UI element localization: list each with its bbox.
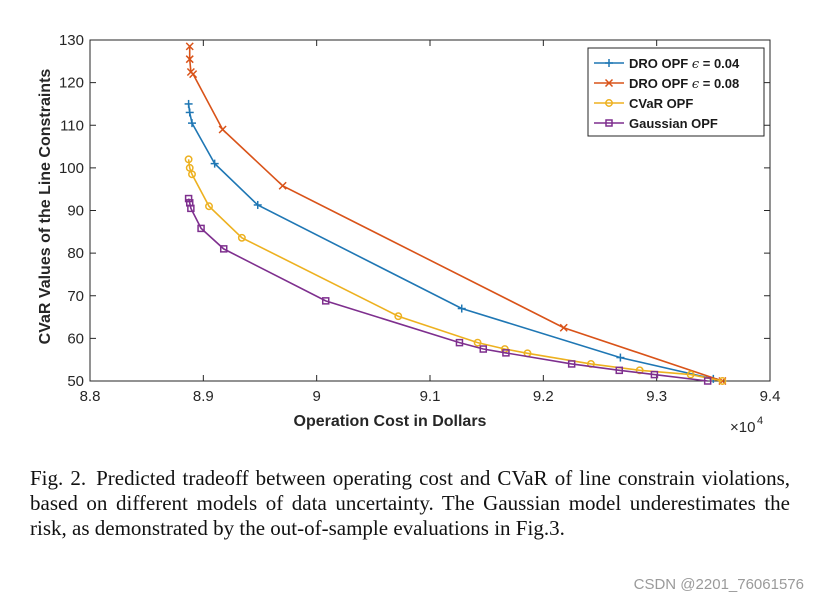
caption-text: Predicted tradeoff between operating cos… — [30, 466, 790, 540]
x-tick-label: 9.1 — [420, 388, 441, 405]
legend-entry-label: DRO OPF ϵ = 0.04 — [629, 56, 740, 72]
legend-entry-label: CVaR OPF — [629, 96, 693, 111]
legend-marker — [605, 119, 613, 127]
y-tick-label: 90 — [67, 203, 84, 220]
series-2-point — [218, 125, 227, 134]
series-3-point — [184, 155, 193, 164]
x-tick-label: 8.9 — [193, 388, 214, 405]
series-line-4 — [187, 198, 708, 382]
series-3-point — [473, 338, 482, 347]
series-4-point — [455, 338, 464, 347]
x-tick-label: 9.2 — [533, 388, 554, 405]
y-tick-label: 130 — [59, 32, 84, 49]
series-1-point — [184, 99, 193, 108]
series-2-point — [278, 181, 287, 190]
legend-marker — [605, 99, 613, 107]
y-tick-label: 110 — [60, 117, 84, 134]
series-3-point — [205, 202, 213, 211]
x-tick-label: 9 — [312, 388, 320, 405]
x-axis-label: Operation Cost in Dollars — [294, 413, 487, 430]
tradeoff-line-chart: 8.8 8.9 9 9.1 9.2 9.3 9.4 50 60 70 80 90 100 110 120 13… — [37, 32, 781, 436]
y-tick-label: 60 — [67, 330, 84, 347]
series-4-point — [219, 245, 228, 253]
series-2-point — [185, 42, 194, 51]
series-4-point — [321, 297, 330, 305]
legend-marker — [605, 59, 613, 67]
legend-marker — [604, 78, 614, 88]
series-1-point — [457, 304, 466, 313]
series-3-point — [188, 170, 196, 179]
chart-area: 8.8 8.9 9 9.1 9.2 9.3 9.4 50 60 70 80 90 100 110 120 13… — [37, 32, 781, 436]
series-1-point — [253, 200, 262, 209]
y-tick-label: 100 — [59, 160, 84, 177]
series-4-point — [703, 377, 712, 385]
series-1-point — [616, 353, 625, 362]
series-1-point — [188, 119, 196, 128]
series-4-point — [650, 370, 659, 379]
series-3-point — [394, 312, 403, 321]
figure-caption: Fig. 2. Predicted tradeoff between operat… — [30, 466, 790, 541]
series-line-3 — [187, 159, 723, 382]
y-tick-label: 80 — [67, 245, 84, 262]
series-1-point — [185, 108, 194, 117]
x-axis-multiplier-exponent: 4 — [757, 415, 763, 427]
series-3-point — [686, 370, 695, 379]
series-4-point — [197, 224, 205, 233]
x-tick-label: 9.4 — [760, 388, 781, 405]
y-axis-label: CVaR Values of the Line Constraints — [37, 69, 54, 345]
series-4-point — [187, 204, 195, 213]
series-4-point — [479, 345, 488, 353]
series-2-point — [185, 55, 194, 64]
series-line-2 — [188, 46, 723, 382]
series-3-point — [237, 233, 246, 242]
x-tick-label: 9.3 — [646, 388, 667, 405]
series-4-point — [502, 349, 510, 357]
series-3-point — [718, 377, 727, 385]
series-2-point — [559, 323, 568, 332]
y-tick-label: 50 — [67, 373, 84, 390]
series-4-point — [184, 194, 193, 203]
legend-entry-label: DRO OPF ϵ = 0.08 — [629, 76, 739, 92]
y-tick-label: 70 — [67, 288, 84, 305]
series-4-point — [615, 366, 624, 375]
x-tick-label: 8.8 — [80, 388, 101, 405]
x-axis-multiplier: ×10 — [730, 419, 755, 436]
legend-entry-label: Gaussian OPF — [629, 116, 718, 131]
series-1-point — [210, 159, 219, 168]
watermark: CSDN @2201_76061576 — [633, 576, 804, 593]
series-2-point — [189, 70, 198, 79]
caption-label: Fig. 2. — [30, 466, 87, 490]
series-4-point — [567, 360, 576, 368]
y-tick-label: 120 — [59, 75, 84, 92]
legend: DRO OPF ϵ = 0.04 DRO OPF ϵ = 0.08 CVaR OPF… — [587, 47, 765, 137]
